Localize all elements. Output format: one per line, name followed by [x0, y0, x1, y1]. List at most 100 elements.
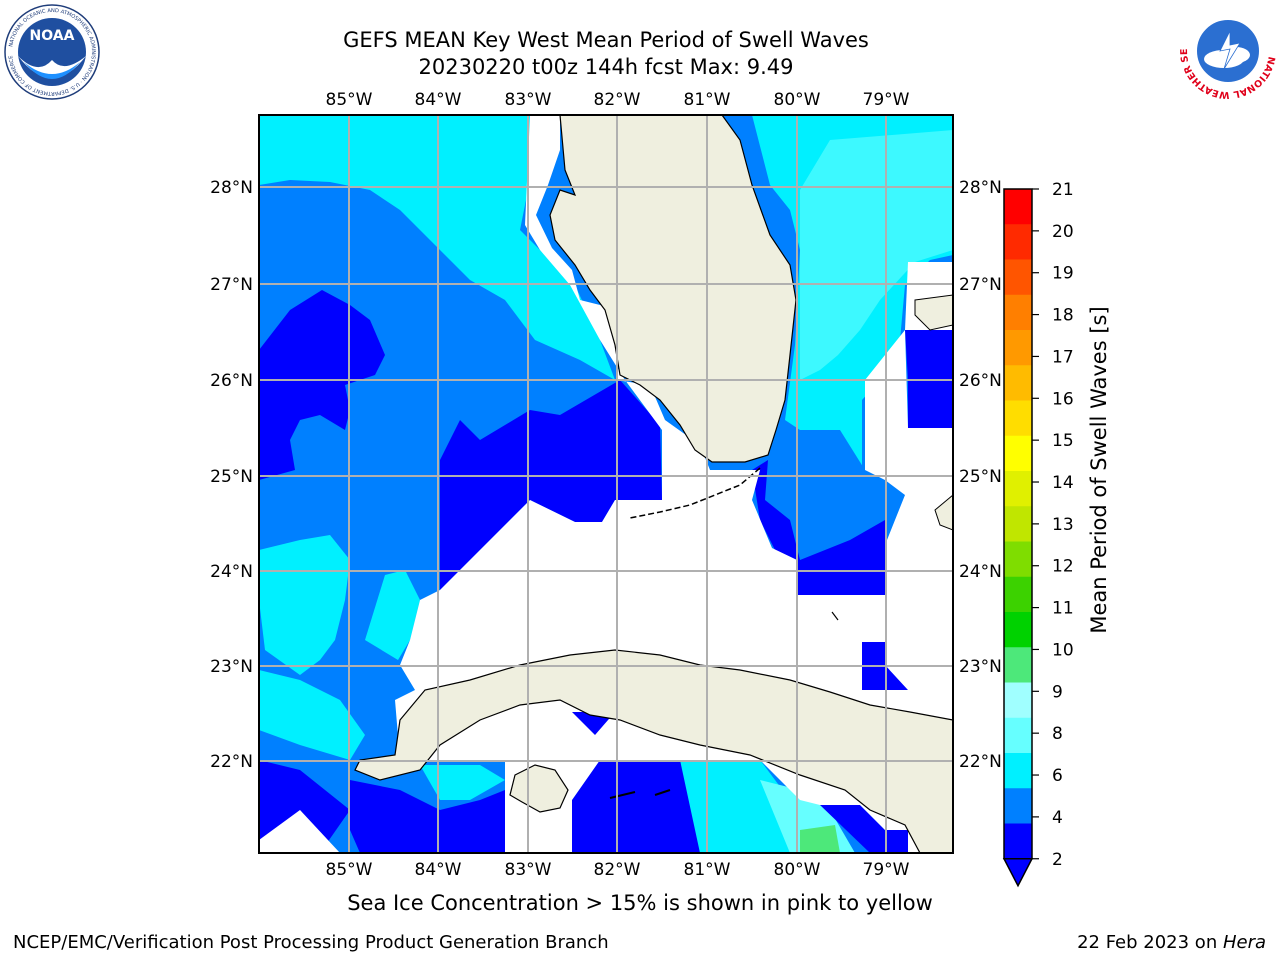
colorbar-segment: [1004, 294, 1032, 331]
colorbar-segment: [1004, 330, 1032, 366]
map-frame: [258, 114, 954, 854]
land-cuba: [354, 649, 953, 853]
colorbar-segment: [1004, 541, 1032, 578]
land-andros: [934, 494, 953, 531]
colorbar-tick-label: 17: [1052, 347, 1074, 367]
colorbar-segment: [1004, 435, 1032, 472]
lat-label-right: 24°N: [959, 562, 1002, 582]
lon-label-bottom: 80°W: [774, 860, 821, 880]
colorbar-segment: [1004, 753, 1032, 789]
lat-label-right: 23°N: [959, 657, 1002, 677]
noaa-logo-icon: NOAA NATIONAL OCEANIC AND ATMOSPHERIC AD…: [4, 4, 100, 100]
colorbar-under-arrow: [1002, 858, 1034, 888]
colorbar-segment: [1004, 682, 1032, 719]
lon-label-bottom: 83°W: [505, 860, 552, 880]
colorbar-tick-label: 14: [1052, 473, 1074, 493]
graticule: [259, 115, 953, 853]
land-florida: [549, 115, 797, 463]
colorbar-tick-label: 11: [1052, 599, 1074, 619]
lat-label-right: 26°N: [959, 371, 1002, 391]
colorbar-segment: [1004, 788, 1032, 824]
colorbar-segment: [1004, 471, 1032, 507]
field-4-6s-yucatan: [259, 670, 365, 760]
footer-branch: NCEP/EMC/Verification Post Processing Pr…: [13, 932, 609, 953]
lon-label-top: 82°W: [594, 90, 641, 110]
lat-labels-left: 28°N 27°N 26°N 25°N 24°N 23°N 22°N: [210, 178, 253, 772]
lon-label-bottom: 82°W: [594, 860, 641, 880]
lon-labels-top: 85°W 84°W 83°W 82°W 81°W 80°W 79°W: [326, 90, 910, 110]
colorbar-segment: [1004, 717, 1032, 754]
masked-yucatan-tip: [259, 810, 340, 853]
colorbar-segment: [1004, 576, 1032, 613]
colorbar-tick-label: 10: [1052, 640, 1074, 660]
chart-subtitle: 20230220 t00z 144h fcst Max: 9.49: [418, 55, 794, 79]
sea-ice-note: Sea Ice Concentration > 15% is shown in …: [347, 891, 933, 915]
land-isla-juventud: [509, 764, 569, 813]
lat-label-left: 27°N: [210, 275, 253, 295]
colorbar: 21 20 19 18 17 16 15 14 13 12 11 10 9 8 6 4 2: [1002, 180, 1074, 888]
colorbar-tick-label: 6: [1052, 766, 1063, 786]
field-4-6s-south-cuba-west: [420, 765, 505, 800]
nws-logo-icon: NATIONAL WEATHER SERVICE: [1180, 3, 1276, 99]
lat-label-left: 25°N: [210, 467, 253, 487]
lon-label-bottom: 79°W: [863, 860, 910, 880]
colorbar-segment: [1004, 365, 1032, 401]
colorbar-tick-label: 12: [1052, 557, 1074, 577]
lon-label-top: 79°W: [863, 90, 910, 110]
lat-label-left: 24°N: [210, 562, 253, 582]
colorbar-segment: [1004, 400, 1032, 437]
lat-label-right: 25°N: [959, 467, 1002, 487]
colorbar-label: Mean Period of Swell Waves [s]: [1087, 306, 1111, 633]
lon-label-top: 81°W: [684, 90, 731, 110]
cay-sal: [831, 611, 839, 621]
map-field: [259, 115, 953, 853]
land-bahamas: [914, 294, 953, 331]
lat-label-left: 26°N: [210, 371, 253, 391]
lon-label-bottom: 84°W: [415, 860, 462, 880]
noaa-logo-text: NOAA: [30, 28, 75, 44]
lat-label-left: 23°N: [210, 657, 253, 677]
lat-label-left: 28°N: [210, 178, 253, 198]
lon-label-bottom: 81°W: [684, 860, 731, 880]
colorbar-segment: [1004, 259, 1032, 296]
lat-label-right: 27°N: [959, 275, 1002, 295]
colorbar-segment: [1004, 823, 1032, 860]
colorbar-tick-label: 21: [1052, 180, 1074, 200]
footer-date: 22 Feb 2023 on Hera: [1077, 932, 1266, 953]
colorbar-tick-label: 13: [1052, 515, 1074, 535]
colorbar-segment: [1004, 506, 1032, 542]
colorbar-tick-label: 2: [1052, 850, 1063, 870]
lat-label-right: 22°N: [959, 752, 1002, 772]
lon-label-top: 83°W: [505, 90, 552, 110]
lon-label-top: 84°W: [415, 90, 462, 110]
colorbar-segment: [1004, 189, 1032, 225]
field-4-6s-southwest-gulf-b: [365, 570, 420, 660]
lat-labels-right: 28°N 27°N 26°N 25°N 24°N 23°N 22°N: [959, 178, 1002, 772]
colorbar-tick-label: 4: [1052, 808, 1063, 828]
field-under-2-central-gulf: [440, 380, 662, 590]
footer-date-text: 22 Feb 2023 on: [1077, 932, 1223, 953]
lat-label-right: 28°N: [959, 178, 1002, 198]
lon-label-top: 80°W: [774, 90, 821, 110]
colorbar-tick-label: 8: [1052, 724, 1063, 744]
lat-label-left: 22°N: [210, 752, 253, 772]
colorbar-tick-label: 15: [1052, 431, 1074, 451]
lon-labels-bottom: 85°W 84°W 83°W 82°W 81°W 80°W 79°W: [326, 860, 910, 880]
colorbar-tick-label: 9: [1052, 682, 1063, 702]
field-under-2-south-cuba-west: [350, 780, 505, 853]
colorbar-tick-label: 20: [1052, 222, 1074, 242]
colorbar-segment: [1004, 612, 1032, 648]
lon-label-top: 85°W: [326, 90, 373, 110]
masked-florida-coast: [525, 115, 760, 500]
colorbar-segment: [1004, 224, 1032, 260]
colorbar-segment: [1004, 647, 1032, 683]
footer-machine: Hera: [1222, 932, 1266, 953]
field-8-10s-caribbean: [800, 825, 840, 853]
colorbar-tick-label: 19: [1052, 264, 1074, 284]
field-under-2-west-gulf: [259, 290, 385, 480]
florida-keys: [629, 467, 761, 519]
lon-label-bottom: 85°W: [326, 860, 373, 880]
colorbar-tick-label: 16: [1052, 389, 1074, 409]
field-under-2-straits: [752, 460, 885, 595]
